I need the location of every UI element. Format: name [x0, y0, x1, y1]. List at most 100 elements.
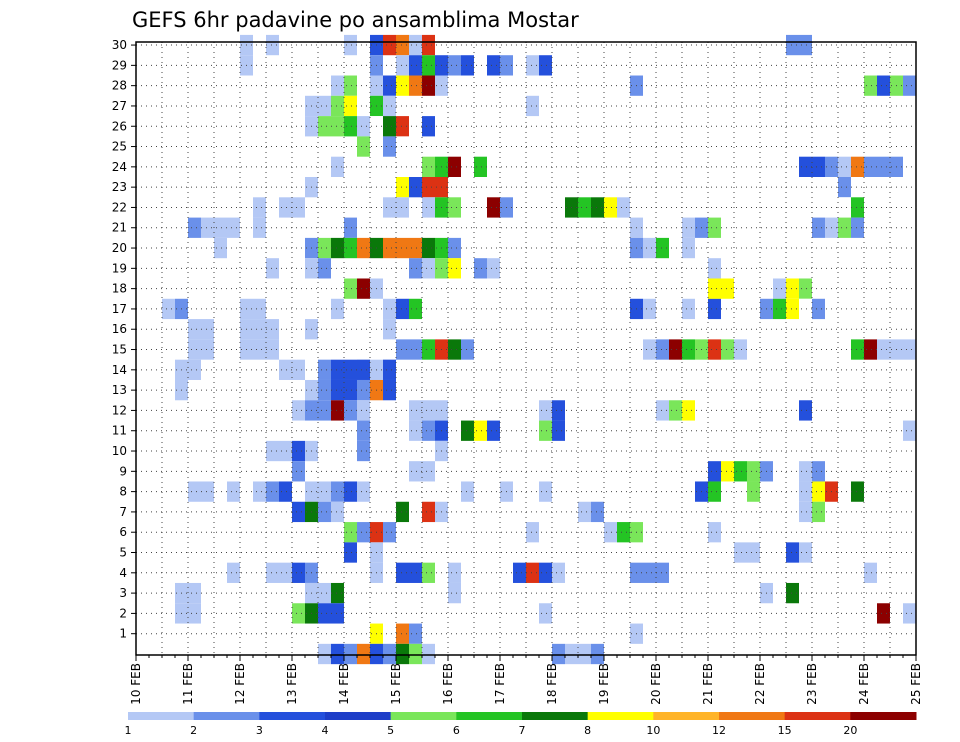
heatmap-cell — [812, 217, 825, 238]
heatmap-cell — [409, 55, 422, 76]
heatmap-cell — [188, 603, 201, 624]
heatmap-cell — [591, 197, 604, 218]
heatmap-cell — [799, 156, 812, 177]
heatmap-cell — [552, 643, 565, 665]
heatmap-cell — [617, 522, 630, 543]
heatmap-cell — [539, 562, 552, 583]
heatmap-cell — [266, 319, 279, 340]
x-tick-label: 19 FEB — [597, 663, 611, 705]
legend-label: 12 — [712, 724, 726, 737]
heatmap-cell — [422, 400, 435, 421]
heatmap-cell — [331, 359, 344, 380]
heatmap-cell — [344, 481, 357, 502]
heatmap-cell — [669, 339, 682, 360]
heatmap-cell — [383, 95, 396, 117]
x-tick-label: 23 FEB — [805, 663, 819, 705]
legend-swatch — [587, 712, 654, 720]
heatmap-cell — [773, 278, 786, 299]
heatmap-cell — [227, 481, 240, 502]
heatmap-cell — [396, 562, 409, 583]
y-tick-label: 3 — [119, 586, 127, 600]
heatmap-cell — [318, 95, 331, 117]
heatmap-cell — [318, 237, 331, 259]
heatmap-cell — [214, 237, 227, 259]
heatmap-cell — [357, 643, 370, 665]
heatmap-cell — [409, 34, 422, 56]
heatmap-cell — [682, 298, 695, 320]
heatmap-cell — [318, 400, 331, 421]
heatmap-cell — [604, 197, 617, 218]
heatmap-cell — [357, 359, 370, 380]
heatmap-cell — [201, 319, 214, 340]
heatmap-cell — [227, 217, 240, 238]
heatmap-cell — [903, 603, 916, 624]
heatmap-cell — [474, 156, 487, 177]
heatmap-cell — [253, 217, 266, 238]
legend-swatch — [456, 712, 523, 720]
heatmap-cell — [292, 562, 305, 583]
heatmap-cell — [383, 359, 396, 380]
legend-label: 3 — [256, 724, 263, 737]
heatmap-cell — [266, 481, 279, 502]
y-tick-label: 11 — [112, 424, 127, 438]
heatmap-cell — [266, 258, 279, 279]
heatmap-cell — [539, 420, 552, 441]
y-tick-label: 21 — [112, 221, 127, 235]
x-tick-label: 11 FEB — [181, 663, 195, 705]
heatmap-cell — [448, 582, 461, 604]
heatmap-cell — [396, 177, 409, 198]
heatmap-cell — [461, 339, 474, 360]
heatmap-cell — [513, 562, 526, 583]
heatmap-cell — [331, 582, 344, 604]
heatmap-cell — [370, 643, 383, 665]
heatmap-cell — [448, 197, 461, 218]
heatmap-cell — [344, 542, 357, 563]
heatmap-cell — [331, 237, 344, 259]
y-tick-label: 28 — [112, 79, 127, 93]
legend-swatch — [522, 712, 589, 720]
heatmap-cell — [357, 420, 370, 441]
heatmap-cell — [448, 258, 461, 279]
heatmap-cell — [396, 501, 409, 523]
heatmap-cell — [396, 237, 409, 259]
heatmap-cell — [357, 481, 370, 502]
heatmap-cell — [292, 440, 305, 462]
heatmap-cell — [357, 400, 370, 421]
heatmap-cell — [292, 603, 305, 624]
heatmap-cell — [643, 522, 656, 543]
heatmap-cell — [383, 116, 396, 137]
heatmap-cell — [383, 34, 396, 56]
heatmap-cell — [422, 461, 435, 482]
heatmap-cell — [708, 298, 721, 320]
heatmap-cell — [383, 75, 396, 96]
heatmap-cell — [383, 623, 396, 644]
heatmap-cell — [461, 197, 474, 218]
heatmap-cell — [357, 440, 370, 462]
y-tick-label: 10 — [112, 444, 127, 458]
heatmap-cell — [682, 339, 695, 360]
heatmap-cell — [331, 95, 344, 117]
heatmap-cell — [383, 522, 396, 543]
x-tick-label: 16 FEB — [441, 663, 455, 705]
heatmap-cell — [864, 339, 877, 360]
heatmap-cell — [903, 339, 916, 360]
heatmap-cell — [591, 501, 604, 523]
legend-label: 8 — [584, 724, 591, 737]
heatmap-cell — [708, 481, 721, 502]
heatmap-cell — [357, 136, 370, 157]
heatmap-cell — [292, 359, 305, 380]
heatmap-cell — [201, 481, 214, 502]
heatmap-cell — [344, 278, 357, 299]
heatmap-cell — [383, 643, 396, 665]
heatmap-cell — [344, 379, 357, 401]
heatmap-cell — [292, 400, 305, 421]
y-tick-label: 25 — [112, 140, 127, 154]
heatmap-cell — [656, 400, 669, 421]
heatmap-cell — [331, 481, 344, 502]
legend-label: 10 — [646, 724, 660, 737]
legend-label: 5 — [387, 724, 394, 737]
heatmap-cell — [344, 217, 357, 238]
heatmap-cell — [851, 481, 864, 502]
x-tick-label: 13 FEB — [285, 663, 299, 705]
heatmap-cell — [851, 217, 864, 238]
